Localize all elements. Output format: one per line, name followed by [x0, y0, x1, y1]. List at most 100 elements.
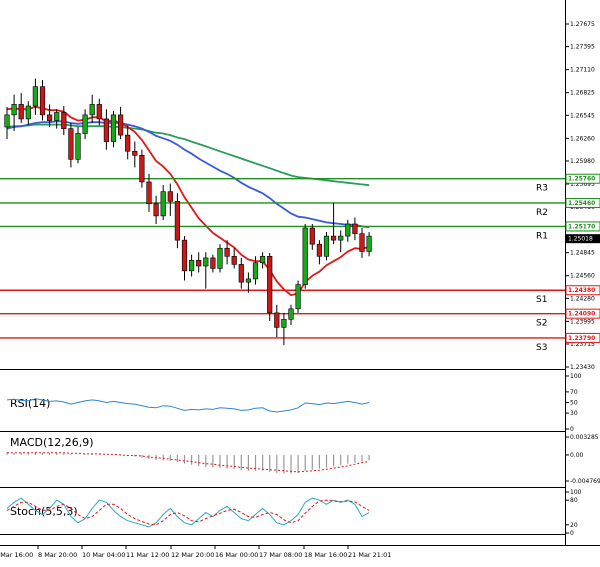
candlesticks [4, 78, 372, 346]
candle-bear [132, 150, 138, 156]
candle-bear [61, 112, 67, 129]
candle-bull [75, 133, 81, 160]
candle-bull [89, 104, 95, 116]
level-name-r2: R2 [536, 208, 548, 218]
price-tick-label: 1.27675 [570, 21, 595, 28]
candle-bear [118, 114, 124, 136]
candle-bear [196, 260, 202, 267]
candle-bull [217, 247, 223, 269]
level-tag-box-r2 [565, 197, 600, 208]
candle-bull [252, 262, 259, 280]
ema-fast-line [6, 105, 370, 297]
candle-bear [174, 201, 181, 241]
price-tick-label: 1.23995 [570, 318, 595, 325]
level-tag-box-r1 [565, 221, 600, 232]
level-name-s3: S3 [536, 343, 547, 353]
rsi-tick-label: 50 [570, 400, 578, 407]
macd-title: MACD(12,26,9) [10, 436, 94, 449]
stoch-tick-label: 0 [570, 530, 574, 537]
stoch-main-line [6, 497, 370, 528]
macd-axis-ticks: 0.003285 0.00 -0.004769 [565, 434, 600, 485]
candle-bear [238, 264, 244, 283]
level-tag-box-s1 [565, 285, 600, 296]
candle-bear [359, 233, 365, 252]
candle-bear [103, 118, 109, 142]
date-tick-label: 18 Mar 16:00 [304, 551, 347, 559]
candle-bull [323, 235, 330, 257]
stoch-tick-label: 80 [570, 497, 578, 504]
rsi-tick-label: 0 [570, 426, 574, 433]
date-tick-label: 11 Mar 12:00 [126, 551, 169, 559]
candle-bear [352, 223, 358, 234]
candle-bear [167, 191, 173, 202]
pivot-levels: R3 1.25760 R2 1.25460 R1 1.25170 S1 1.24380 S2 1.… [0, 173, 600, 353]
candle-bear [146, 181, 152, 205]
candle-bear [330, 235, 337, 241]
candle-bull [281, 319, 287, 328]
candle-bull [345, 223, 351, 237]
level-tag-label-s1: 1.24380 [568, 287, 595, 294]
date-tick-label: 16 Mar 00:00 [215, 551, 258, 559]
level-tag-label-s2: 1.24090 [568, 311, 595, 318]
current-price-label: 1.25018 [568, 236, 593, 243]
price-tick-label: 1.25695 [570, 181, 595, 188]
rsi-tick-label: 100 [570, 373, 582, 380]
level-tag-label-r1: 1.25170 [568, 223, 595, 230]
candle-bull [54, 112, 60, 121]
candle-bull [82, 114, 88, 134]
candle-bear [68, 128, 74, 160]
level-tag-box-s3 [565, 332, 600, 343]
candle-bear [224, 247, 230, 257]
rsi-pane: RSI(14) 100 70 50 30 0 [0, 373, 582, 433]
candle-bull [110, 114, 117, 142]
level-tag-box-r3 [565, 173, 600, 184]
price-pane: 1.27675 1.27395 1.27110 1.26825 1.26545 1.262… [0, 0, 600, 545]
candle-bear [153, 203, 159, 217]
candle-bear [46, 114, 53, 121]
candle-bear [231, 256, 237, 265]
candle-bear [210, 257, 216, 269]
candle-bear [181, 239, 188, 272]
ema-slow-line [6, 123, 370, 187]
candle-bear [18, 104, 24, 120]
candle-bull [295, 284, 301, 310]
date-tick-label: 8 Mar 20:00 [38, 551, 77, 559]
candle-bear [125, 134, 131, 152]
candle-bull [32, 86, 38, 107]
candle-bear [96, 104, 102, 120]
level-name-s1: S1 [536, 295, 547, 305]
level-name-s2: S2 [536, 319, 547, 329]
candle-bull [245, 278, 252, 283]
price-tick-label: 1.26825 [570, 90, 595, 97]
stoch-tick-label: 100 [570, 489, 582, 496]
candle-bull [160, 191, 166, 217]
stoch-title: Stoch(5,5,3) [10, 505, 78, 518]
candle-bull [302, 227, 308, 285]
date-tick-label: 7 Mar 16:00 [0, 551, 33, 559]
date-tick-label: 10 Mar 04:00 [82, 551, 125, 559]
stoch-signal-line [6, 499, 370, 526]
price-tick-label: 1.24560 [570, 273, 595, 280]
candle-bear [274, 312, 280, 328]
macd-tick-label: -0.004769 [570, 478, 600, 485]
price-tick-label: 1.23430 [570, 364, 595, 371]
price-tick-label: 1.23715 [570, 341, 595, 348]
macd-pane: MACD(12,26,9) 0.003285 0.00 -0.004769 [0, 434, 600, 488]
macd-signal-line [7, 452, 370, 473]
candle-bear [139, 155, 145, 183]
price-tick-label: 1.27110 [570, 67, 595, 74]
candle-bull [338, 235, 344, 241]
price-tick-label: 1.24280 [570, 295, 595, 302]
price-tick-label: 1.26260 [570, 135, 595, 142]
rsi-title: RSI(14) [10, 397, 50, 410]
level-tag-label-r3: 1.25760 [568, 176, 595, 183]
candle-bull [366, 235, 372, 252]
price-tick-label: 1.24845 [570, 250, 595, 257]
macd-tick-label: 0.00 [570, 452, 584, 459]
price-tick-label: 1.26545 [570, 112, 595, 119]
price-tick-label: 1.25980 [570, 158, 595, 165]
rsi-tick-label: 70 [570, 389, 578, 396]
rsi-tick-label: 30 [570, 410, 578, 417]
